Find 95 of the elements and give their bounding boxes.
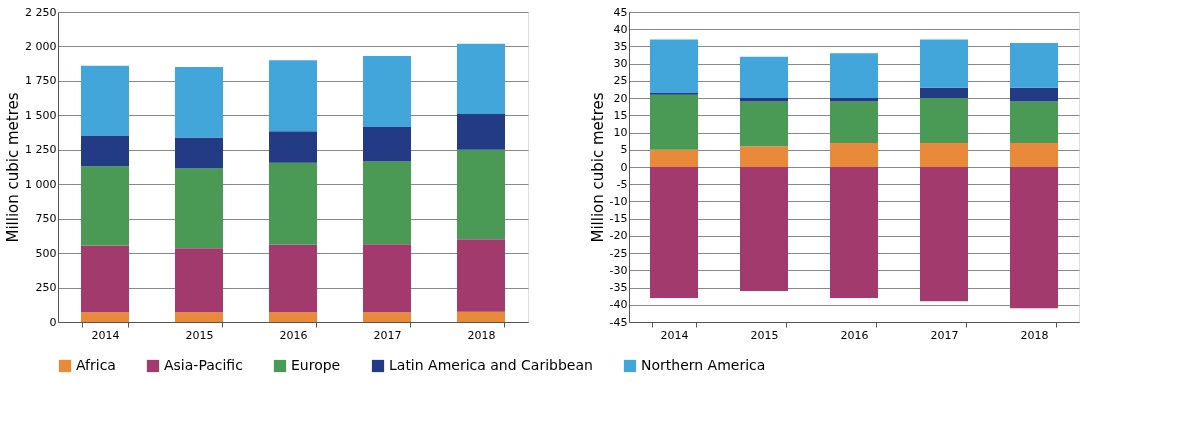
bar — [830, 101, 878, 143]
y-tick-label: 250 — [35, 281, 57, 295]
bar — [81, 166, 129, 246]
y-tick-label: 1 000 — [25, 177, 57, 191]
bar — [830, 98, 878, 102]
bar — [363, 127, 411, 162]
bar — [650, 149, 698, 167]
bar — [363, 161, 411, 245]
bar — [81, 245, 129, 313]
bar — [175, 312, 223, 322]
y-tick-label: -15 — [609, 212, 628, 226]
x-tick-label: 2017 — [373, 328, 402, 342]
bar — [269, 131, 317, 163]
y-tick-label: 35 — [613, 39, 628, 53]
y-tick-label: 2 250 — [25, 5, 57, 19]
y-tick-label: 15 — [613, 108, 628, 122]
y-tick-label: 500 — [35, 246, 57, 260]
bar — [269, 312, 317, 322]
bar — [740, 98, 788, 102]
bar — [175, 168, 223, 249]
bar — [650, 39, 698, 93]
x-tick-label: 2018 — [467, 328, 496, 342]
bar — [650, 94, 698, 150]
y-tick-label: -35 — [609, 281, 628, 295]
bar — [363, 244, 411, 313]
bar — [740, 146, 788, 167]
legend-label: Africa — [76, 357, 116, 373]
bar — [363, 312, 411, 322]
bar — [269, 162, 317, 245]
y-tick-label: 1 750 — [25, 74, 57, 88]
bar — [269, 60, 317, 132]
bar — [740, 167, 788, 291]
x-tick-label: 2014 — [91, 328, 120, 342]
y-tick-label: 0 — [49, 315, 57, 329]
bar — [457, 149, 505, 240]
bar — [1010, 43, 1058, 88]
bar — [269, 244, 317, 313]
y-tick-label: 20 — [613, 91, 628, 105]
bar — [363, 56, 411, 128]
bar — [920, 167, 968, 302]
x-tick-label: 2015 — [185, 328, 214, 342]
legend-label: Northern America — [641, 357, 766, 373]
legend-label: Europe — [291, 357, 341, 373]
y-axis-title: Million cubic metres — [4, 92, 23, 243]
y-tick-label: 1 250 — [25, 143, 57, 157]
bar — [81, 312, 129, 322]
y-tick-label: 25 — [613, 74, 628, 88]
bar — [457, 311, 505, 322]
x-tick-label: 2017 — [930, 328, 959, 342]
bar — [650, 167, 698, 298]
bar — [457, 43, 505, 114]
y-tick-label: 30 — [613, 57, 628, 71]
bar — [920, 98, 968, 143]
x-tick-label: 2014 — [660, 328, 689, 342]
y-tick-label: 0 — [620, 160, 628, 174]
y-tick-label: 750 — [35, 212, 57, 226]
bar — [457, 113, 505, 150]
bar — [81, 65, 129, 136]
x-tick-label: 2016 — [279, 328, 308, 342]
legend-label: Asia-Pacific — [164, 357, 243, 373]
bar — [81, 136, 129, 167]
x-tick-label: 2018 — [1020, 328, 1049, 342]
y-tick-label: 2 000 — [25, 39, 57, 53]
bar — [1010, 101, 1058, 143]
bar — [830, 53, 878, 99]
bar — [175, 67, 223, 138]
y-tick-label: 5 — [620, 143, 628, 157]
y-tick-label: -25 — [609, 246, 628, 260]
bar — [920, 87, 968, 99]
bar — [830, 142, 878, 167]
bar — [175, 137, 223, 169]
bar — [920, 142, 968, 167]
bar — [1010, 142, 1058, 167]
y-tick-label: 40 — [613, 22, 628, 36]
x-tick-label: 2015 — [750, 328, 779, 342]
bar — [175, 248, 223, 313]
y-tick-label: 45 — [613, 5, 628, 19]
y-tick-label: -30 — [609, 263, 628, 277]
y-axis-title: Million cubic metres — [588, 92, 607, 243]
x-tick-label: 2016 — [840, 328, 869, 342]
bar — [920, 39, 968, 88]
bar — [1010, 87, 1058, 102]
y-tick-label: -45 — [609, 315, 628, 329]
y-tick-label: -20 — [609, 229, 628, 243]
legend-label: Latin America and Caribbean — [389, 357, 593, 373]
y-tick-label: 10 — [613, 126, 628, 140]
bar — [740, 56, 788, 99]
bar — [740, 101, 788, 147]
y-tick-label: -10 — [609, 194, 628, 208]
bar — [1010, 167, 1058, 309]
y-tick-label: -5 — [616, 177, 628, 191]
y-tick-label: -40 — [609, 298, 628, 312]
bar — [457, 239, 505, 312]
bar — [830, 167, 878, 298]
y-tick-label: 1 500 — [25, 108, 57, 122]
